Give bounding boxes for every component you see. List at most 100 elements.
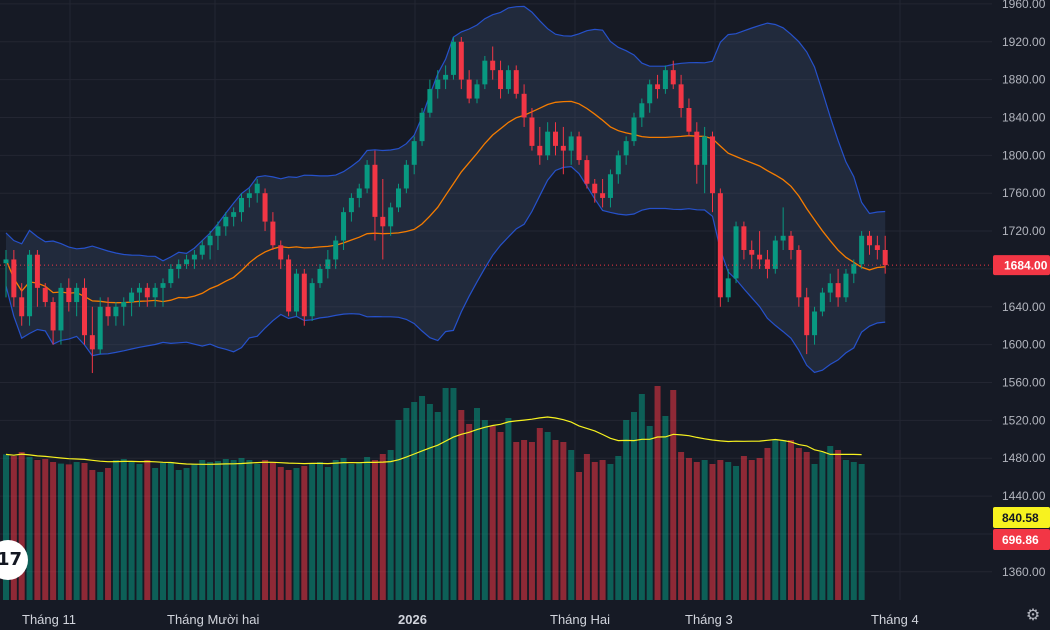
volume-bar: [474, 408, 480, 600]
volume-bar: [395, 420, 402, 600]
candle-body: [403, 164, 409, 189]
candle-body: [435, 79, 441, 90]
volume-bar: [764, 448, 771, 600]
volume-bar: [497, 432, 504, 600]
volume-bar: [18, 452, 25, 600]
last-price-label: 1684.00: [1004, 259, 1048, 273]
time-label: 2026: [398, 612, 427, 627]
volume-bar: [725, 462, 732, 600]
candle-body: [710, 136, 715, 194]
candle-body: [764, 259, 770, 269]
bollinger-lower-line: [5, 165, 886, 374]
candle-body: [246, 193, 252, 198]
volume-bar: [654, 386, 661, 600]
candle-body: [521, 93, 527, 118]
volume-bar: [199, 460, 206, 600]
volume-bar: [105, 468, 112, 600]
volume-bar: [207, 462, 214, 600]
price-tick-label: 1800.00: [1002, 148, 1046, 162]
time-label: Tháng Hai: [550, 612, 610, 627]
volume-bar: [97, 472, 104, 600]
volume-bar: [528, 442, 535, 600]
candle-body: [215, 226, 221, 236]
candle-body: [576, 136, 582, 161]
price-tick-label: 1880.00: [1002, 73, 1046, 87]
volume-bar: [458, 410, 465, 600]
candle-body: [772, 240, 778, 269]
candle-body: [74, 287, 80, 303]
candle-body: [819, 292, 825, 312]
candle-body: [498, 70, 504, 90]
candle-body: [129, 292, 135, 303]
volume-bar: [709, 464, 716, 600]
price-tick-label: 1760.00: [1002, 186, 1046, 200]
candle-body: [655, 84, 661, 90]
volume-bar: [599, 460, 606, 600]
candle-body: [537, 145, 543, 156]
candle-body: [136, 287, 142, 293]
last-price-tag: 1684.00: [993, 255, 1050, 276]
volume-bar: [552, 440, 559, 600]
volume-bar: [819, 452, 826, 600]
volume-bar: [285, 470, 292, 600]
bollinger-upper-line: [5, 5, 886, 262]
candle-body: [309, 283, 315, 317]
volume-bar: [348, 464, 355, 600]
volume-bar: [183, 468, 190, 600]
candle-body: [600, 193, 606, 198]
volume-bar: [160, 463, 166, 600]
volume-bar: [301, 466, 308, 600]
volume-bar: [136, 464, 143, 600]
candle-body: [615, 155, 621, 175]
volume-bar: [489, 426, 496, 600]
volume-bar: [269, 462, 276, 600]
candle-body: [780, 235, 786, 241]
candle-body: [105, 306, 111, 317]
candle-body: [239, 197, 244, 213]
volume-bar: [544, 432, 551, 600]
volume-bar: [442, 388, 449, 600]
volume-bar: [379, 454, 386, 600]
volume-bar: [332, 460, 339, 600]
price-tick-label: 1960.00: [1002, 0, 1046, 11]
volume-bar: [513, 442, 520, 600]
candle-body: [89, 335, 95, 350]
candle-body: [757, 254, 763, 260]
candle-body: [867, 235, 872, 246]
volume-bar: [230, 460, 237, 600]
volume-bar: [120, 459, 127, 600]
volume-bar: [858, 464, 865, 600]
candle-body: [113, 306, 119, 317]
volume-bar: [238, 458, 245, 600]
volume-bar: [638, 394, 645, 600]
candle-body: [749, 249, 755, 255]
candle-body: [505, 70, 511, 90]
candle-body: [702, 136, 708, 165]
volume-tag: 696.86: [993, 529, 1050, 550]
settings-gear-icon[interactable]: ⚙: [1025, 605, 1041, 624]
candle-body: [474, 84, 480, 99]
price-tick-label: 1520.00: [1002, 413, 1046, 427]
volume-bar: [254, 464, 261, 600]
time-axis[interactable]: Tháng 11 Tháng Mười hai 2026 Tháng Hai T…: [22, 612, 919, 627]
price-tick-label: 1560.00: [1002, 375, 1046, 389]
volume-bar: [662, 416, 669, 600]
candle-body: [34, 254, 40, 288]
volume-bar: [780, 440, 787, 600]
volume-bar: [309, 464, 316, 600]
volume-bar: [144, 460, 151, 600]
candle-body: [278, 245, 284, 260]
volume-bar: [364, 457, 371, 600]
volume-bar: [788, 440, 794, 600]
price-tick-label: 1440.00: [1002, 489, 1046, 503]
candle-body: [168, 268, 174, 284]
volume-bar: [576, 472, 583, 600]
candle-body: [333, 240, 339, 260]
time-label: Tháng 4: [871, 612, 919, 627]
candle-body: [553, 131, 558, 146]
volume-bar: [466, 424, 473, 600]
candle-body: [874, 245, 880, 250]
candle-body: [427, 89, 433, 113]
candle-body: [231, 212, 237, 217]
